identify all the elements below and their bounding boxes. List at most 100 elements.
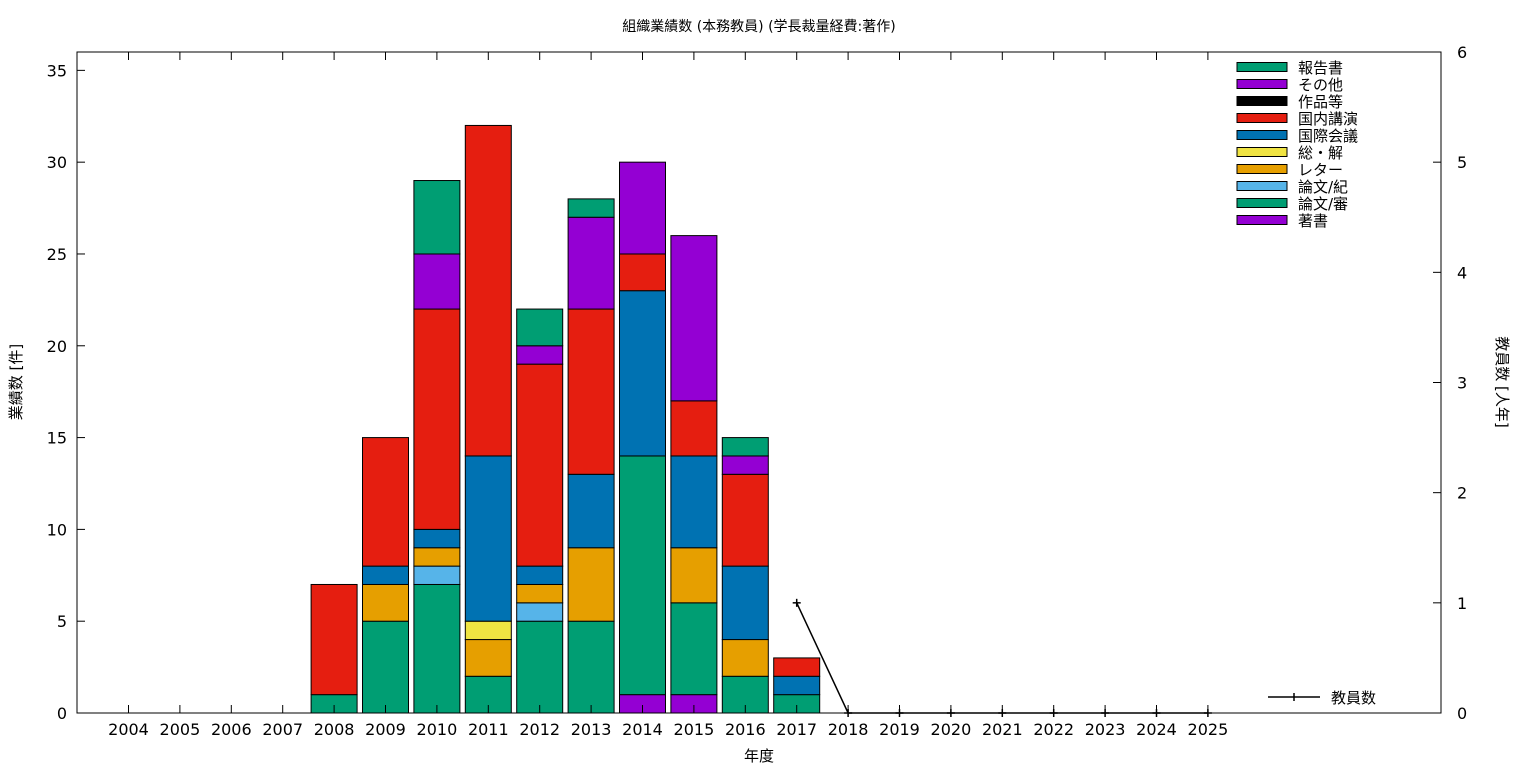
y-tick-label: 25 <box>47 245 67 264</box>
bar-2012-9 <box>516 308 564 347</box>
bar-2011-5 <box>464 455 512 622</box>
y-tick-label: 0 <box>57 704 67 723</box>
bar-2013-3 <box>567 547 615 622</box>
y-tick-label: 30 <box>47 153 67 172</box>
legend-swatch <box>1236 181 1288 191</box>
bar-2015-5 <box>670 455 718 549</box>
bar-2013-6 <box>567 308 615 475</box>
legend-label: 論文/紀 <box>1298 178 1348 196</box>
bar-2010-2 <box>413 565 461 585</box>
legend-label: 総・解 <box>1298 144 1343 162</box>
bar-2011-6 <box>464 124 512 457</box>
legend-label: 著書 <box>1298 212 1328 230</box>
x-tick-label: 2005 <box>160 720 201 739</box>
y2-tick-label: 3 <box>1457 374 1467 393</box>
bars-layer <box>310 124 821 714</box>
x-tick-label: 2016 <box>725 720 766 739</box>
bar-2010-1 <box>413 583 461 714</box>
x-tick-label: 2023 <box>1085 720 1126 739</box>
bar-2012-8 <box>516 345 564 365</box>
x-tick-label: 2017 <box>776 720 817 739</box>
y2-tick-label: 4 <box>1457 263 1467 282</box>
line-legend: 教員数 <box>1268 689 1376 707</box>
y-tick-label: 15 <box>47 429 67 448</box>
x-tick-label: 2015 <box>674 720 715 739</box>
y2-axis-label: 教員数 [人年] <box>1493 336 1511 427</box>
bar-2015-3 <box>670 547 718 604</box>
legend-swatch <box>1236 113 1288 123</box>
bar-2017-5 <box>773 675 821 696</box>
y-axis: 0 5 10 15 20 25 30 35 <box>47 61 85 723</box>
line-legend-label: 教員数 <box>1331 689 1376 707</box>
line-layer <box>792 598 1212 717</box>
legend-swatch <box>1236 164 1288 174</box>
bar-2011-4 <box>464 620 512 641</box>
bar-2013-5 <box>567 473 615 549</box>
bar-2015-1 <box>670 602 718 696</box>
x-tick-label: 2019 <box>879 720 920 739</box>
bar-2010-9 <box>413 180 461 255</box>
legend-label: 国際会議 <box>1298 127 1358 145</box>
y2-axis: 0 1 2 3 4 5 6 <box>1433 43 1467 723</box>
bar-2014-6 <box>619 253 666 292</box>
legend-label: 論文/審 <box>1298 195 1348 213</box>
bar-2017-6 <box>773 657 821 677</box>
x-tick-label: 2025 <box>1188 720 1229 739</box>
bar-2012-1 <box>516 620 564 714</box>
line-teachers <box>796 602 1208 714</box>
y2-tick-label: 2 <box>1457 484 1467 503</box>
x-tick-label: 2024 <box>1136 720 1177 739</box>
bar-2010-3 <box>413 547 461 567</box>
y-tick-label: 10 <box>47 520 67 539</box>
bar-2016-5 <box>721 565 769 641</box>
y2-tick-label: 0 <box>1457 704 1467 723</box>
bar-2013-8 <box>567 216 615 310</box>
x-tick-label: 2006 <box>211 720 252 739</box>
legend-label: レター <box>1298 161 1343 179</box>
bar-2014-1 <box>619 455 666 696</box>
legend-swatch <box>1236 215 1288 225</box>
chart-title: 組織業績数 (本務教員) (学長裁量経費:著作) <box>622 19 895 35</box>
y2-tick-label: 6 <box>1457 43 1467 62</box>
bar-2010-6 <box>413 308 461 530</box>
x-tick-label: 2004 <box>108 720 149 739</box>
legend-swatch <box>1236 198 1288 208</box>
bar-2016-8 <box>721 455 769 475</box>
x-tick-label: 2011 <box>468 720 509 739</box>
bar-2009-5 <box>362 565 409 585</box>
legend-label: 報告書 <box>1298 59 1343 77</box>
x-tick-label: 2020 <box>931 720 972 739</box>
x-tick-label: 2013 <box>571 720 612 739</box>
bar-2009-6 <box>362 437 409 567</box>
x-axis: 2004 2005 2006 2007 2008 2009 2010 2011 2012 2013… <box>108 52 1228 739</box>
bar-2015-6 <box>670 400 718 457</box>
x-tick-label: 2010 <box>417 720 458 739</box>
bar-2014-5 <box>619 290 666 457</box>
x-axis-label: 年度 <box>744 747 774 765</box>
x-tick-label: 2021 <box>982 720 1023 739</box>
legend-swatch <box>1236 62 1288 72</box>
legend-label: その他 <box>1298 76 1343 94</box>
bar-2013-1 <box>567 620 615 714</box>
bar-2014-8 <box>619 161 666 255</box>
y-tick-label: 20 <box>47 337 67 356</box>
legend-swatch <box>1236 79 1288 89</box>
bar-2012-5 <box>516 565 564 585</box>
bar-2013-9 <box>567 198 615 218</box>
line-point-2017 <box>792 598 801 607</box>
bar-2009-3 <box>362 583 409 622</box>
x-tick-label: 2009 <box>365 720 406 739</box>
x-tick-label: 2012 <box>519 720 560 739</box>
x-tick-label: 2008 <box>314 720 355 739</box>
legend-label: 作品等 <box>1298 93 1343 111</box>
bar-2010-5 <box>413 528 461 549</box>
x-tick-label: 2007 <box>262 720 303 739</box>
bar-2008-6 <box>310 583 358 696</box>
bar-2010-8 <box>413 253 461 310</box>
y-axis-label: 業績数 [件] <box>7 344 25 420</box>
y2-tick-label: 1 <box>1457 594 1467 613</box>
legend-swatch <box>1236 147 1288 157</box>
x-tick-label: 2018 <box>828 720 869 739</box>
